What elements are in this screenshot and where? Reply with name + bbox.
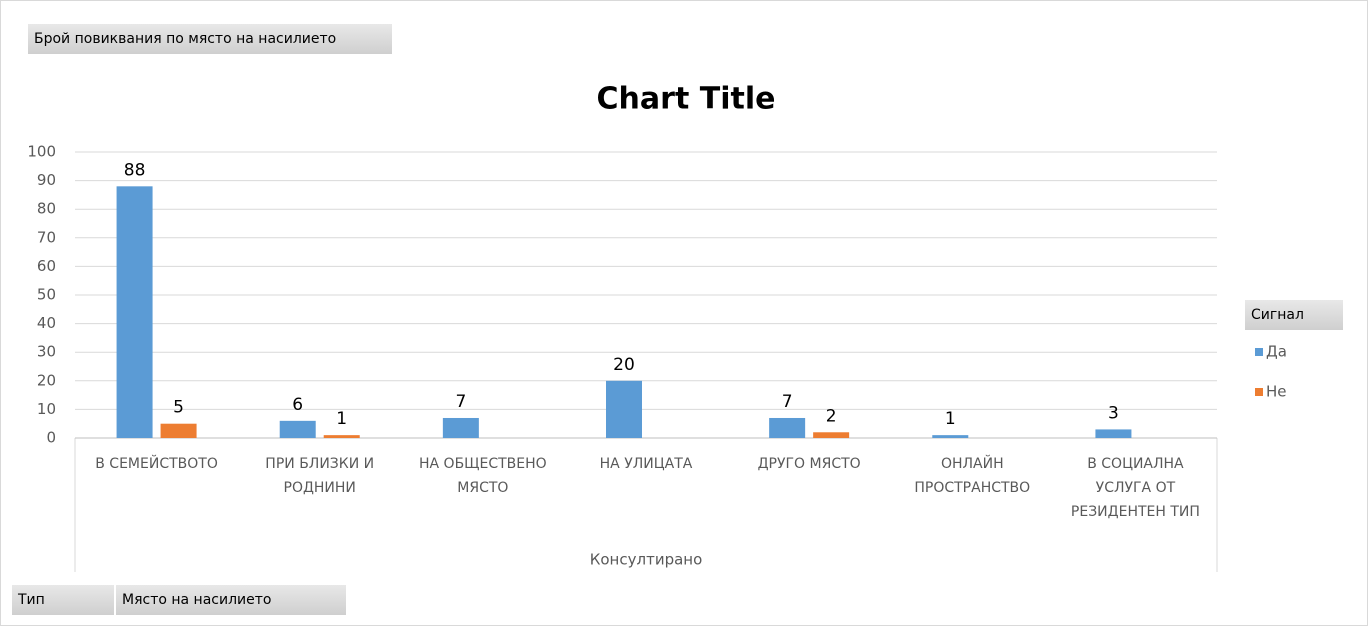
chart-title: Chart Title bbox=[597, 82, 776, 117]
data-label: 7 bbox=[455, 392, 466, 412]
x-tick-label: ОНЛАЙН ПРОСТРАНСТВО bbox=[914, 456, 1031, 496]
data-label: 6 bbox=[292, 395, 303, 415]
x-tick-label: В СЕМЕЙСТВОТО bbox=[95, 456, 218, 472]
bar bbox=[606, 380, 642, 438]
legend-title: Сигнал bbox=[1251, 307, 1304, 323]
legend-title-button[interactable]: Сигнал bbox=[1245, 300, 1343, 330]
filter-label: Място на насилието bbox=[122, 592, 272, 608]
x-tick-label: В СОЦИАЛНА УСЛУГА ОТ РЕЗИДЕНТЕН ТИП bbox=[1070, 456, 1200, 520]
x-tick-label: ПРИ БЛИЗКИ И РОДНИНИ bbox=[265, 456, 375, 496]
data-label: 2 bbox=[826, 406, 837, 426]
x-tick-label: НА УЛИЦАТА bbox=[599, 456, 693, 472]
bar bbox=[769, 417, 806, 438]
data-label: 88 bbox=[124, 160, 146, 180]
y-tick-label: 30 bbox=[37, 343, 56, 361]
filter-label: Тип bbox=[18, 592, 45, 608]
x-tick-label: ДРУГО МЯСТО bbox=[757, 456, 861, 472]
y-tick-label: 80 bbox=[37, 200, 56, 218]
y-tick-label: 10 bbox=[37, 400, 56, 418]
bar bbox=[323, 435, 360, 438]
bar bbox=[932, 435, 969, 438]
data-label: 1 bbox=[945, 409, 956, 429]
data-label: 7 bbox=[782, 392, 793, 412]
y-tick-label: 90 bbox=[37, 171, 56, 189]
data-label: 5 bbox=[173, 398, 184, 418]
data-label: 1 bbox=[336, 409, 347, 429]
bar bbox=[279, 420, 316, 438]
y-tick-label: 50 bbox=[37, 286, 56, 304]
bar bbox=[813, 432, 850, 438]
legend-label: Да bbox=[1266, 343, 1287, 361]
x-axis-label: Консултирано bbox=[590, 551, 703, 569]
y-tick-label: 20 bbox=[37, 371, 56, 389]
y-tick-label: 70 bbox=[37, 228, 56, 246]
y-tick-label: 0 bbox=[46, 429, 56, 447]
y-tick-label: 100 bbox=[27, 143, 56, 161]
pivot-field-button[interactable]: Брой повиквания по място на насилието bbox=[28, 24, 392, 54]
legend-label: Не bbox=[1266, 383, 1287, 401]
filter-button[interactable]: Място на насилието bbox=[116, 585, 346, 615]
data-label: 3 bbox=[1108, 403, 1119, 423]
legend-swatch bbox=[1255, 348, 1263, 356]
filter-button[interactable]: Тип bbox=[12, 585, 114, 615]
bar bbox=[160, 423, 197, 438]
data-label: 20 bbox=[613, 355, 635, 375]
bar bbox=[442, 417, 479, 438]
y-tick-label: 60 bbox=[37, 257, 56, 275]
legend-swatch bbox=[1255, 388, 1263, 396]
y-tick-label: 40 bbox=[37, 314, 56, 332]
bar bbox=[1095, 429, 1132, 438]
x-tick-label: НА ОБЩЕСТВЕНО МЯСТО bbox=[419, 456, 547, 496]
bar bbox=[116, 186, 153, 438]
